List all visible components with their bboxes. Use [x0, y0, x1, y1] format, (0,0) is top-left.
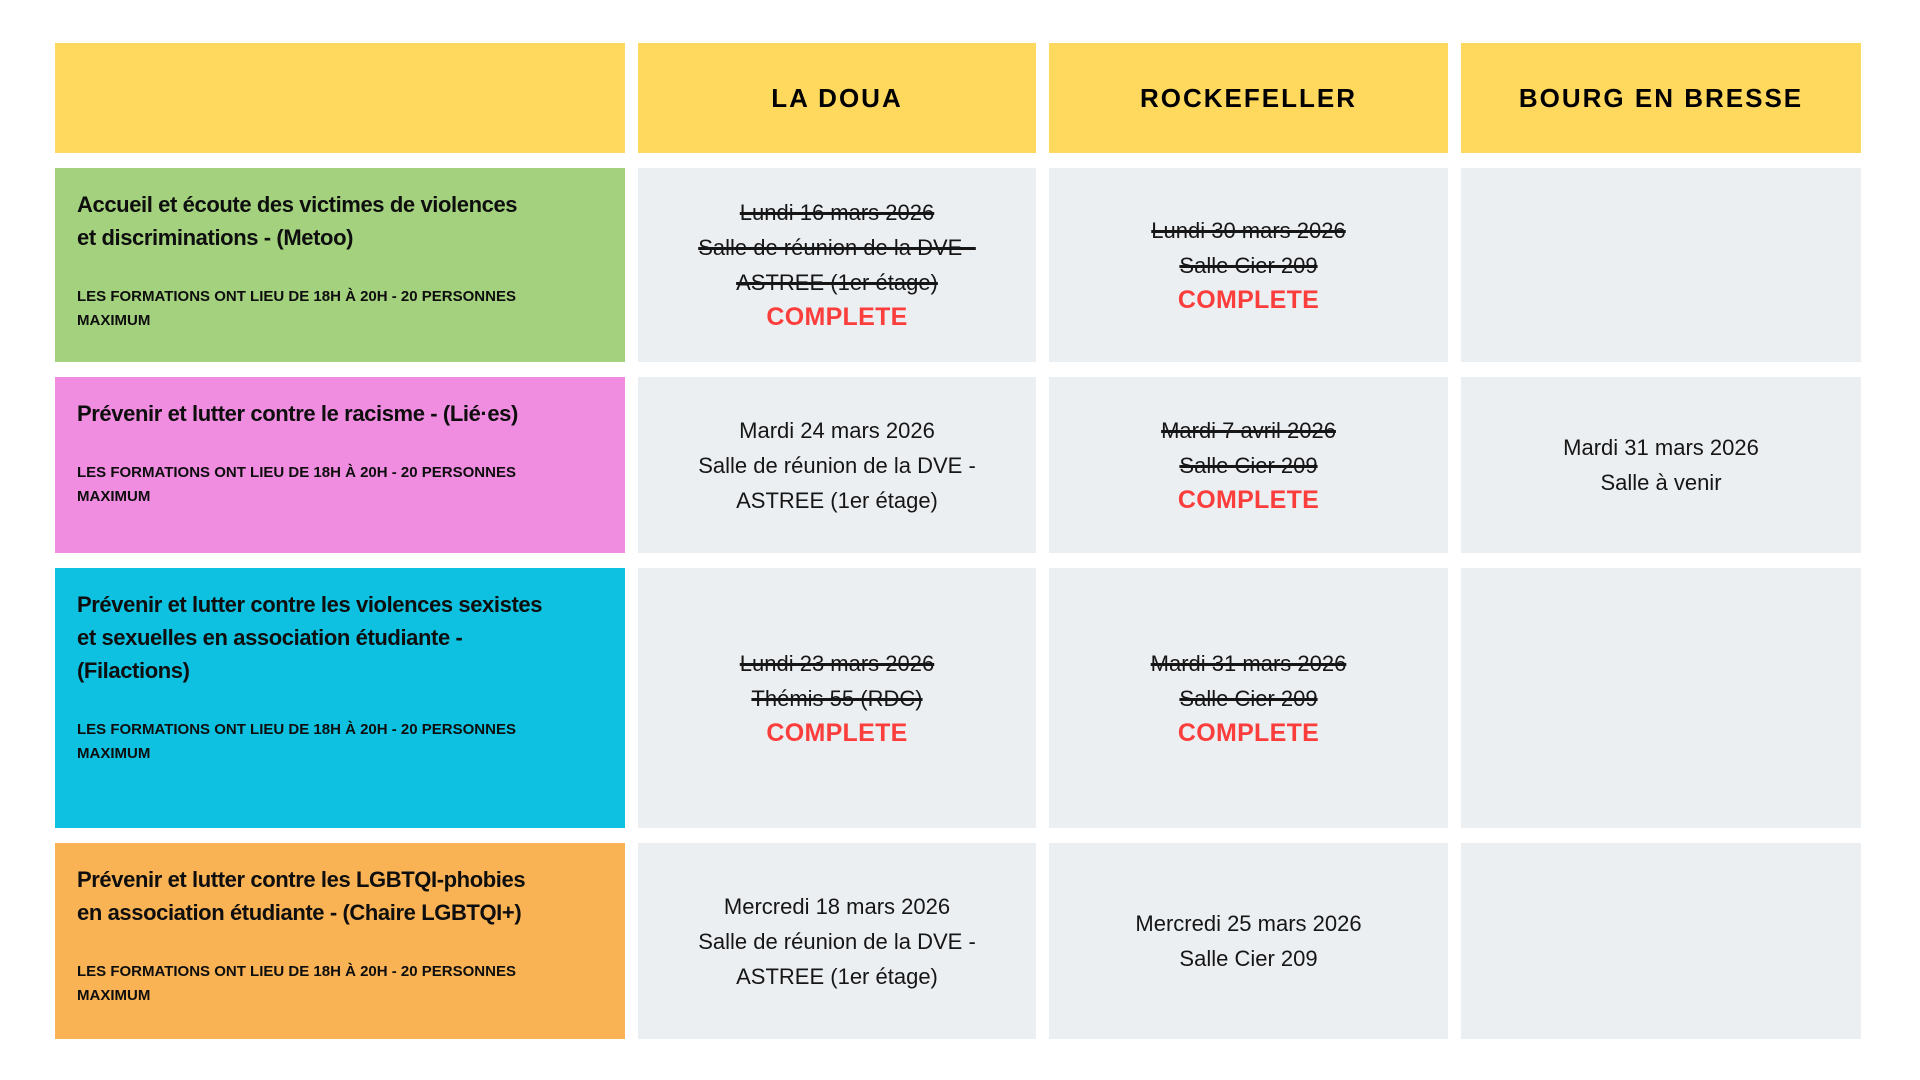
session-details: Lundi 30 mars 2026 Salle Cier 209: [1151, 217, 1346, 278]
session-cell-filactions-rockefeller: Mardi 31 mars 2026 Salle Cier 209 COMPLE…: [1049, 568, 1448, 828]
topic-cell-racisme: Prévenir et lutter contre le racisme - (…: [55, 377, 625, 553]
header-label-rockefeller: ROCKEFELLER: [1140, 82, 1357, 113]
session-details: Mercredi 25 mars 2026 Salle Cier 209: [1135, 911, 1362, 971]
session-cell-lgbtqi-bourg-en-bresse: [1461, 843, 1861, 1039]
topic-title-lgbtqi: Prévenir et lutter contre les LGBTQI-pho…: [77, 867, 526, 925]
topic-note-racisme: LES FORMATIONS ONT LIEU DE 18H À 20H - 2…: [77, 464, 516, 505]
session-status: COMPLETE: [766, 303, 908, 331]
session-cell-metoo-rockefeller: Lundi 30 mars 2026 Salle Cier 209 COMPLE…: [1049, 168, 1448, 362]
session-details: Mardi 31 mars 2026 Salle à venir: [1563, 435, 1759, 495]
topic-title-filactions: Prévenir et lutter contre les violences …: [77, 592, 543, 683]
session-cell-metoo-la-doua: Lundi 16 mars 2026 Salle de réunion de l…: [638, 168, 1036, 362]
session-cell-racisme-la-doua: Mardi 24 mars 2026 Salle de réunion de l…: [638, 377, 1036, 553]
session-cell-lgbtqi-rockefeller: Mercredi 25 mars 2026 Salle Cier 209: [1049, 843, 1448, 1039]
session-details: Lundi 16 mars 2026 Salle de réunion de l…: [698, 200, 976, 295]
session-details: Mardi 24 mars 2026 Salle de réunion de l…: [698, 417, 976, 513]
session-cell-filactions-bourg-en-bresse: [1461, 568, 1861, 828]
header-cell-empty: [55, 43, 625, 153]
session-status: COMPLETE: [1177, 718, 1320, 747]
formation-schedule-table: LA DOUA ROCKEFELLER BOURG EN BRESSE Accu…: [55, 43, 1861, 1039]
topic-note-metoo: LES FORMATIONS ONT LIEU DE 18H À 20H - 2…: [77, 288, 516, 329]
session-cell-filactions-la-doua: Lundi 23 mars 2026 Thémis 55 (RDC) COMPL…: [638, 568, 1036, 828]
topic-note-lgbtqi: LES FORMATIONS ONT LIEU DE 18H À 20H - 2…: [77, 963, 516, 1004]
session-details: Lundi 23 mars 2026 Thémis 55 (RDC): [739, 650, 935, 711]
header-label-la-doua: LA DOUA: [771, 82, 903, 113]
header-cell-rockefeller: ROCKEFELLER: [1049, 43, 1448, 153]
session-status: COMPLETE: [766, 718, 908, 747]
header-cell-la-doua: LA DOUA: [638, 43, 1036, 153]
session-details: Mercredi 18 mars 2026 Salle de réunion d…: [698, 893, 976, 989]
session-cell-lgbtqi-la-doua: Mercredi 18 mars 2026 Salle de réunion d…: [638, 843, 1036, 1039]
topic-cell-filactions: Prévenir et lutter contre les violences …: [55, 568, 625, 828]
session-status: COMPLETE: [1177, 285, 1320, 314]
header-label-bourg-en-bresse: BOURG EN BRESSE: [1518, 82, 1804, 113]
session-details: Mardi 31 mars 2026 Salle Cier 209: [1150, 650, 1347, 711]
session-cell-racisme-bourg-en-bresse: Mardi 31 mars 2026 Salle à venir: [1461, 377, 1861, 553]
session-cell-metoo-bourg-en-bresse: [1461, 168, 1861, 362]
topic-cell-metoo: Accueil et écoute des victimes de violen…: [55, 168, 625, 362]
header-cell-bourg-en-bresse: BOURG EN BRESSE: [1461, 43, 1861, 153]
session-cell-racisme-rockefeller: Mardi 7 avril 2026 Salle Cier 209 COMPLE…: [1049, 377, 1448, 553]
topic-title-metoo: Accueil et écoute des victimes de violen…: [77, 192, 518, 250]
topic-note-filactions: LES FORMATIONS ONT LIEU DE 18H À 20H - 2…: [77, 721, 516, 762]
session-details: Mardi 7 avril 2026 Salle Cier 209: [1161, 417, 1336, 478]
topic-title-racisme: Prévenir et lutter contre le racisme - (…: [77, 401, 518, 426]
topic-cell-lgbtqi: Prévenir et lutter contre les LGBTQI-pho…: [55, 843, 625, 1039]
session-status: COMPLETE: [1177, 485, 1320, 514]
